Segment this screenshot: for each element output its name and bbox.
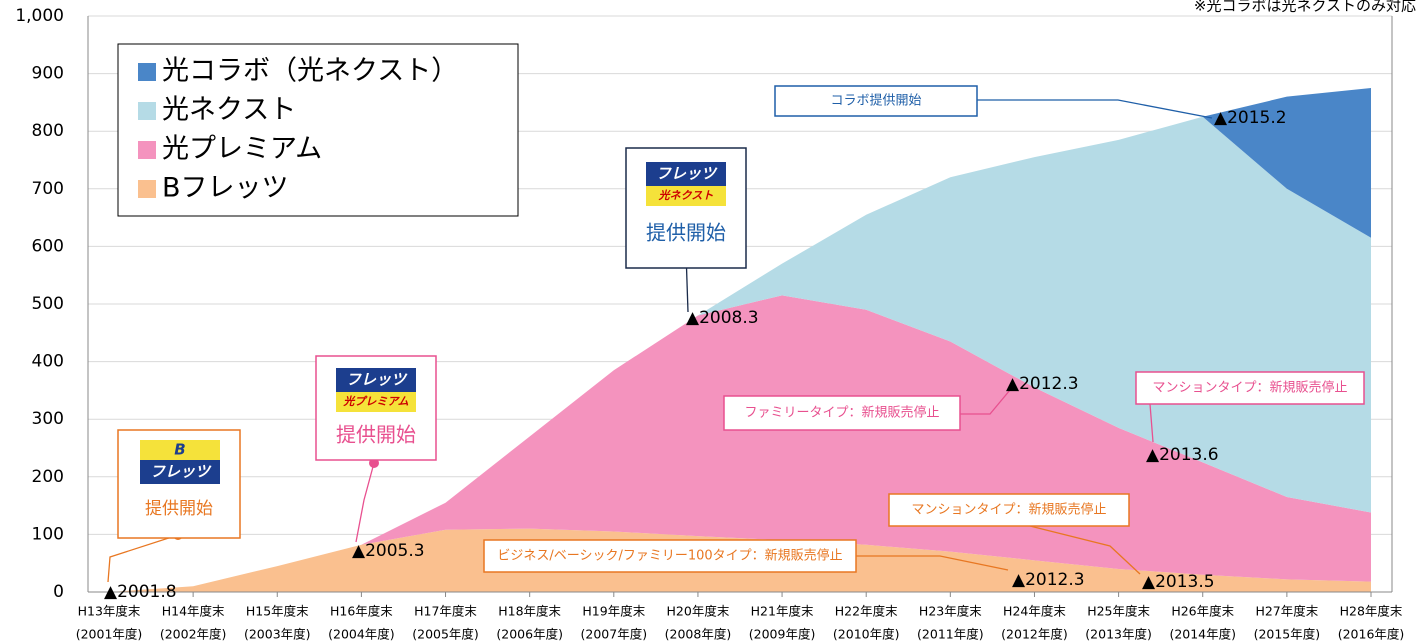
logo-top [336, 368, 416, 392]
legend-swatch [138, 102, 156, 120]
logo-top [140, 440, 220, 460]
callout-box [774, 85, 978, 117]
connector [355, 462, 375, 543]
logo-text: 光ネクスト [658, 189, 714, 202]
y-tick-label: 300 [32, 409, 64, 429]
y-tick-label: 0 [53, 582, 64, 602]
logo-bottom [646, 186, 726, 206]
legend-swatch [138, 180, 156, 198]
x-tick-sublabel: (2008年度) [665, 627, 732, 642]
legend-label: 光プレミアム [162, 134, 322, 165]
x-tick-label: H16年度末 [330, 604, 393, 619]
x-tick-sublabel: (2011年度) [917, 627, 984, 642]
annotation: ▲2013.5 [1142, 572, 1215, 592]
x-tick-sublabel: (2012年度) [1001, 627, 1068, 642]
connector [977, 99, 1213, 119]
x-tick-sublabel: (2009年度) [749, 627, 816, 642]
annotation: ▲2008.3 [686, 308, 759, 328]
x-tick-sublabel: (2004年度) [328, 627, 395, 642]
x-tick-sublabel: (2015年度) [1254, 627, 1321, 642]
annotation: マンションタイプ：新規販売停止 [911, 502, 1106, 518]
legend-swatch [138, 141, 156, 159]
legend-label: Bフレッツ [162, 173, 289, 204]
annotation: ▲2012.3 [1012, 570, 1085, 590]
x-tick-label: H13年度末 [78, 604, 141, 619]
x-tick-label: H23年度末 [919, 604, 982, 619]
area [109, 88, 1371, 592]
area [109, 116, 1371, 593]
logo-top [646, 162, 726, 186]
y-tick-label: 200 [32, 467, 64, 487]
x-tick-sublabel: (2014年度) [1169, 627, 1236, 642]
y-tick-label: 800 [32, 121, 64, 141]
x-tick-label: H22年度末 [835, 604, 898, 619]
logo-text: フレッツ [346, 371, 408, 389]
x-tick-sublabel: (2005年度) [412, 627, 479, 642]
logo-text: B [174, 441, 185, 459]
x-tick-label: H25年度末 [1087, 604, 1150, 619]
x-tick-sublabel: (2007年度) [581, 627, 648, 642]
annotation: ▲2012.3 [1006, 374, 1079, 394]
connector [1149, 403, 1154, 443]
callout-box [1135, 371, 1365, 405]
annotation: 提供開始 [336, 423, 416, 447]
legend-swatch [138, 63, 156, 81]
x-tick-label: H28年度末 [1340, 604, 1403, 619]
legend-label: 光コラボ（光ネクスト） [162, 56, 458, 87]
y-tick-label: 400 [32, 352, 64, 372]
connector [856, 555, 1009, 571]
y-tick-label: 900 [32, 64, 64, 84]
annotation: ビジネス/ベーシック/ファミリー100タイプ：新規販売停止 [497, 548, 842, 564]
connector [107, 534, 179, 583]
x-tick-sublabel: (2001年度) [76, 627, 143, 642]
y-tick-label: 700 [32, 179, 64, 199]
connector [1029, 525, 1141, 575]
x-tick-label: H24年度末 [1003, 604, 1066, 619]
legend-box [117, 43, 519, 217]
annotation: ▲2005.3 [352, 541, 425, 561]
legend-label: 光ネクスト [162, 95, 296, 126]
x-tick-sublabel: (2003年度) [244, 627, 311, 642]
x-tick-label: H17年度末 [414, 604, 477, 619]
x-tick-sublabel: (2010年度) [833, 627, 900, 642]
annotation: ▲2015.2 [1214, 108, 1287, 128]
annotation: ※光コラボは光ネクストのみ対応 [1194, 0, 1416, 15]
x-tick-label: H15年度末 [246, 604, 309, 619]
x-tick-label: H19年度末 [582, 604, 645, 619]
logo-text: フレッツ [656, 165, 718, 183]
callout-box [888, 493, 1130, 527]
annotation: ▲2001.8 [104, 582, 177, 602]
x-tick-sublabel: (2006年度) [496, 627, 563, 642]
x-tick-label: H18年度末 [498, 604, 561, 619]
x-tick-label: H14年度末 [162, 604, 225, 619]
connector [960, 389, 1011, 415]
annotation: ファミリータイプ：新規販売停止 [744, 405, 939, 421]
y-tick-label: 500 [32, 294, 64, 314]
annotation: 提供開始 [646, 221, 726, 245]
logo-bottom [140, 460, 220, 484]
callout-box [723, 395, 961, 431]
x-tick-label: H27年度末 [1255, 604, 1318, 619]
y-tick-label: 600 [32, 236, 64, 256]
logo-text: フレッツ [150, 463, 212, 481]
callout-box [483, 539, 857, 573]
x-tick-label: H20年度末 [667, 604, 730, 619]
x-tick-sublabel: (2013年度) [1085, 627, 1152, 642]
annotation: 提供開始 [145, 499, 213, 519]
x-tick-label: H26年度末 [1171, 604, 1234, 619]
x-tick-sublabel: (2002年度) [160, 627, 227, 642]
y-tick-label: 100 [32, 524, 64, 544]
logo-text: 光プレミアム [342, 395, 408, 408]
y-tick-label: 1,000 [15, 6, 64, 26]
x-tick-label: H21年度末 [751, 604, 814, 619]
annotation: ▲2013.6 [1146, 445, 1219, 465]
x-tick-sublabel: (2016年度) [1338, 627, 1405, 642]
annotation: コラボ提供開始 [830, 93, 921, 109]
annotation: マンションタイプ：新規販売停止 [1152, 380, 1347, 396]
logo-bottom [336, 392, 416, 412]
